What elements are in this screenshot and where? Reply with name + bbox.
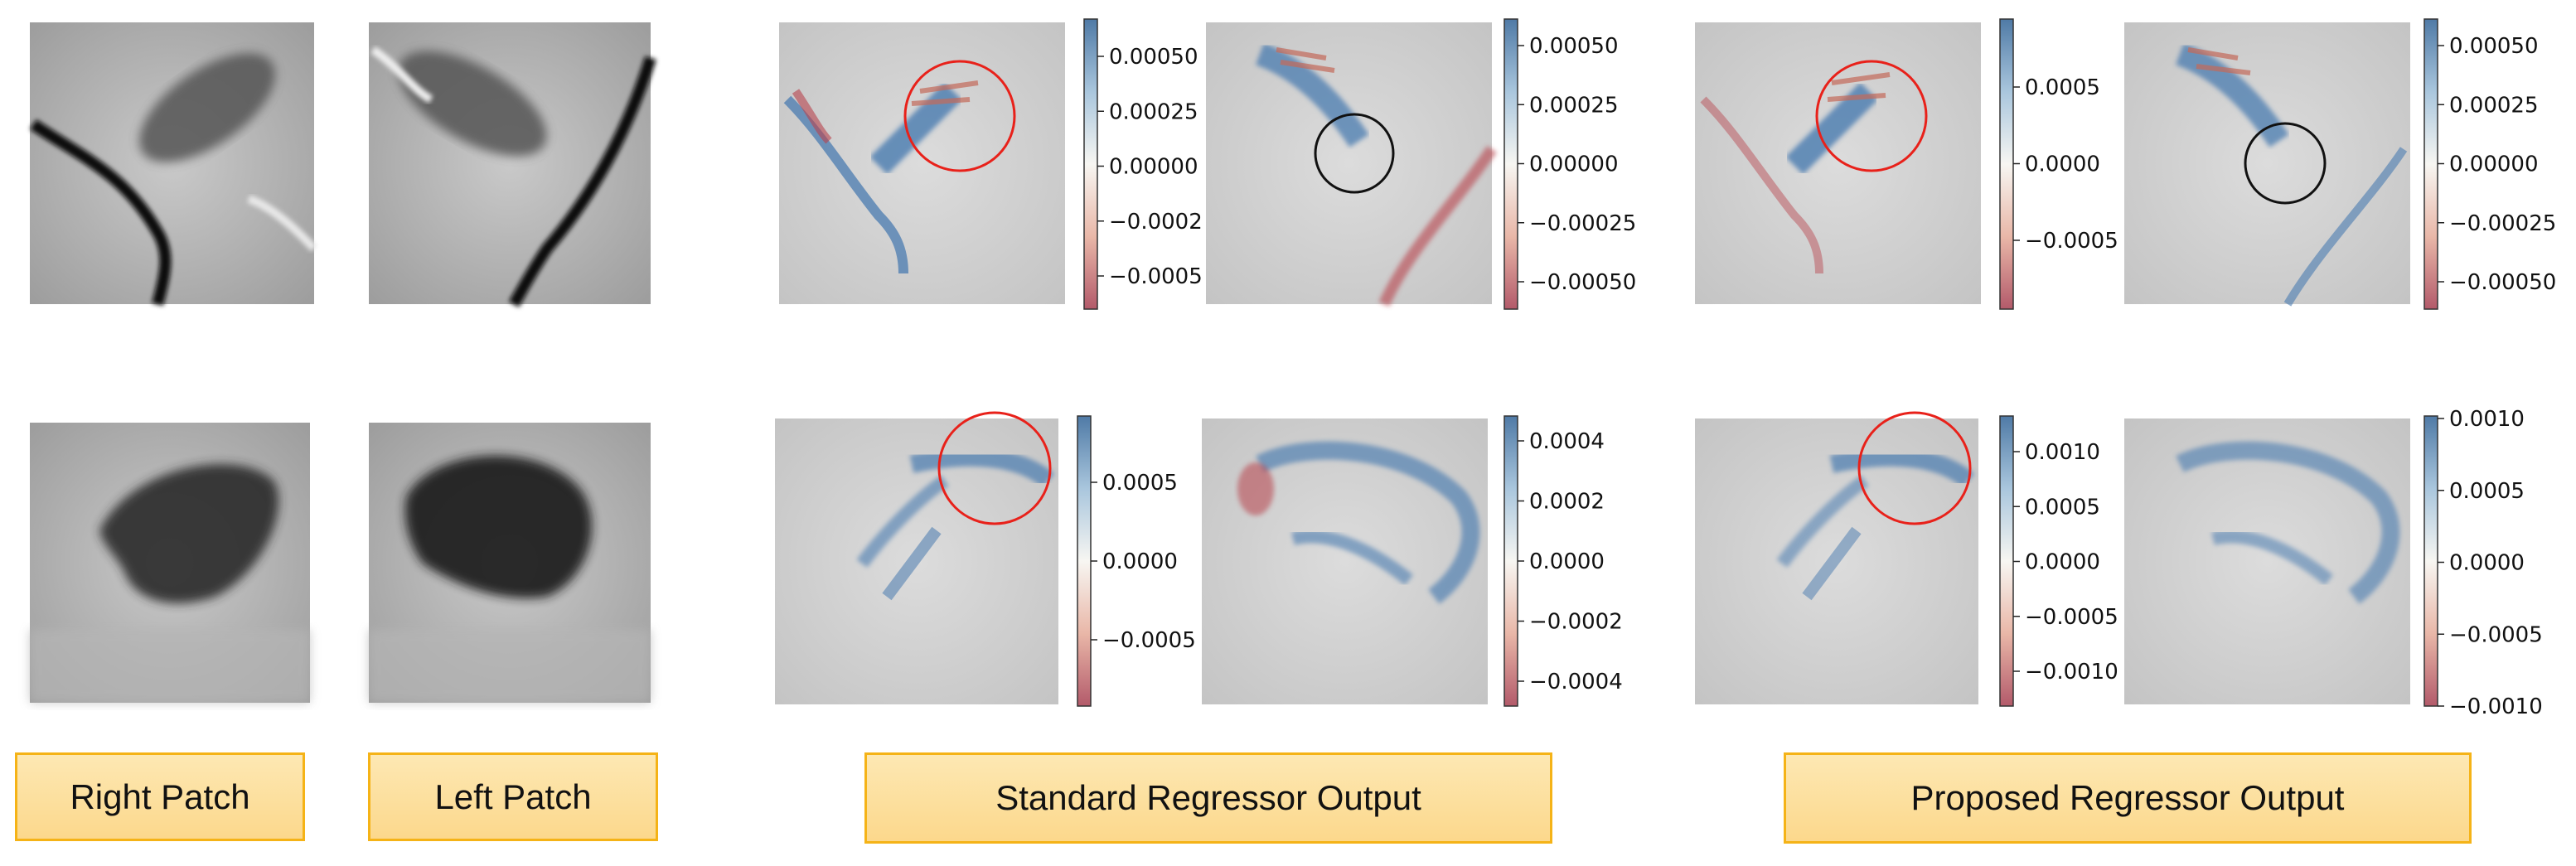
proposed-miss-circle-top (2244, 122, 2327, 205)
caption-standard-output-text: Standard Regressor Output (995, 778, 1421, 817)
caption-left-patch: Left Patch (368, 752, 658, 841)
proposed-colorbar-bottom-2: 0.0010 0.0005 0.0000 −0.0005 −0.0010 (2423, 407, 2543, 719)
colorbar-tick-label: 0.0005 (2025, 495, 2100, 520)
colorbar-tick-label: 0.00050 (1109, 45, 1198, 70)
proposed-map-left-bottom (2124, 418, 2410, 704)
colorbar-tick-label: 0.00000 (2449, 152, 2539, 177)
colorbar-tick-label: −0.00025 (2449, 211, 2556, 236)
colorbar-tick-label: 0.0000 (1529, 549, 1605, 574)
colorbar-tick-label: 0.00050 (1529, 34, 1619, 59)
colorbar-tick-label: 0.0000 (2025, 152, 2100, 177)
colorbar-tick-label: 0.0000 (2025, 550, 2100, 575)
proposed-map-left-top (2124, 22, 2410, 307)
standard-highlight-circle-bottom (937, 411, 1052, 525)
right-patch-top (30, 22, 317, 306)
left-patch-bottom (369, 423, 651, 703)
colorbar-tick-label: −0.0004 (1529, 670, 1623, 694)
standard-map-left-bottom (1202, 418, 1488, 704)
colorbar-tick-label: −0.0005 (2025, 605, 2118, 630)
colorbar-tick-label: −0.0002 (1529, 610, 1623, 635)
colorbar-tick-label: 0.0010 (2449, 407, 2525, 432)
standard-miss-circle-top (1314, 113, 1395, 194)
colorbar-tick-label: −0.0010 (2449, 694, 2543, 719)
colorbar-tick-label: 0.0002 (1529, 490, 1605, 515)
colorbar-tick-label: −0.00050 (1529, 270, 1636, 295)
colorbar-tick-label: −0.0005 (2025, 229, 2118, 254)
colorbar-tick-label: 0.00000 (1109, 155, 1198, 180)
colorbar-tick-label: 0.0000 (2449, 551, 2525, 576)
colorbar-tick-label: 0.0005 (1102, 471, 1178, 496)
standard-colorbar-bottom-1: 0.0005 0.0000 −0.0005 (1077, 415, 1196, 707)
colorbar-tick-label: 0.00025 (1529, 93, 1619, 118)
proposed-colorbar-bottom-1: 0.0010 0.0005 0.0000 −0.0005 −0.0010 (1999, 415, 2118, 707)
standard-highlight-circle-top (903, 60, 1016, 172)
colorbar-tick-label: 0.0004 (1529, 429, 1605, 454)
caption-right-patch: Right Patch (15, 752, 305, 841)
proposed-map-right-top (1695, 22, 1981, 304)
proposed-colorbar-top-1: 0.0005 0.0000 −0.0005 (1999, 18, 2118, 310)
colorbar-tick-label: 0.0010 (2025, 440, 2100, 465)
colorbar-tick-label: 0.00050 (2449, 34, 2539, 59)
colorbar-tick-label: −0.0002 (1109, 210, 1203, 235)
caption-right-patch-text: Right Patch (70, 776, 250, 816)
colorbar-tick-label: −0.00025 (1529, 211, 1636, 236)
colorbar-tick-label: 0.0000 (1102, 549, 1178, 574)
colorbar-tick-label: −0.0005 (1102, 628, 1196, 653)
left-patch-top (369, 22, 656, 307)
colorbar-tick-label: −0.0005 (2449, 622, 2543, 647)
proposed-colorbar-top-2: 0.00050 0.00025 0.00000 −0.00025 −0.00050 (2423, 18, 2556, 310)
caption-standard-output: Standard Regressor Output (864, 752, 1552, 844)
colorbar-tick-label: 0.00000 (1529, 152, 1619, 177)
standard-map-left-top (1206, 22, 1497, 307)
colorbar-tick-label: −0.00050 (2449, 270, 2556, 295)
standard-colorbar-bottom-2: 0.0004 0.0002 0.0000 −0.0002 −0.0004 (1503, 415, 1623, 707)
colorbar-tick-label: −0.0005 (1109, 264, 1203, 289)
proposed-highlight-circle-bottom (1857, 411, 1972, 525)
standard-map-right-bottom (775, 418, 1058, 704)
standard-colorbar-top-2: 0.00050 0.00025 0.00000 −0.00025 −0.00050 (1503, 18, 1636, 310)
colorbar-tick-label: −0.0010 (2025, 660, 2118, 685)
proposed-highlight-circle-top (1815, 60, 1928, 172)
right-patch-bottom (30, 423, 310, 703)
standard-map-right-top (779, 22, 1065, 304)
caption-proposed-output-text: Proposed Regressor Output (1910, 778, 2345, 817)
colorbar-tick-label: 0.0005 (2449, 479, 2525, 504)
proposed-map-right-bottom (1695, 418, 1978, 704)
standard-colorbar-top-1: 0.00050 0.00025 0.00000 −0.0002 −0.0005 (1083, 18, 1203, 310)
colorbar-tick-label: 0.00025 (2449, 93, 2539, 118)
colorbar-tick-label: 0.0005 (2025, 75, 2100, 100)
caption-left-patch-text: Left Patch (434, 776, 592, 816)
caption-proposed-output: Proposed Regressor Output (1784, 752, 2472, 844)
colorbar-tick-label: 0.00025 (1109, 99, 1198, 124)
